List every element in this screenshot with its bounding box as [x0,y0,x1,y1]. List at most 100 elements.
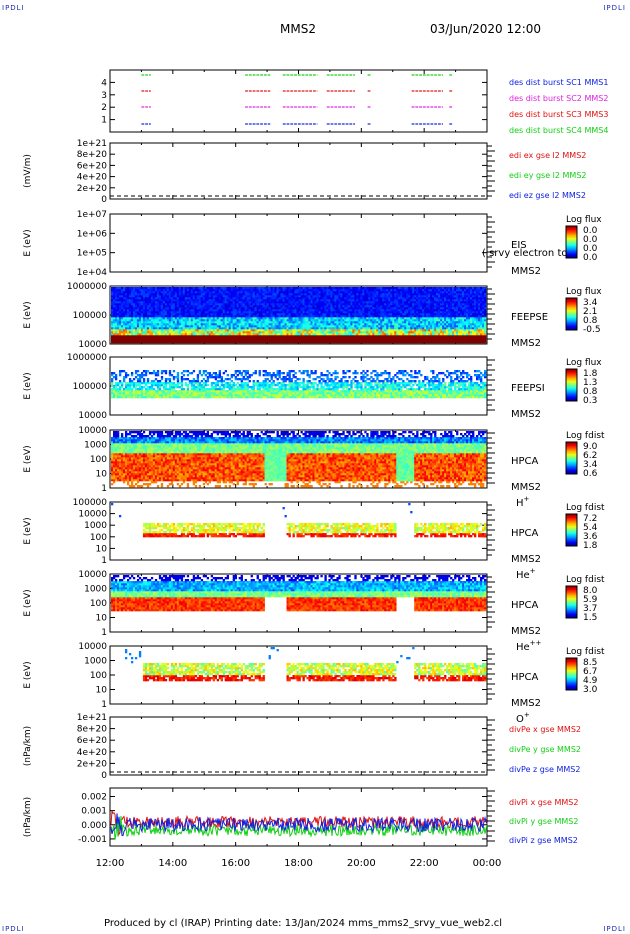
legend-label: des dist burst SC2 MMS2 [509,94,608,103]
y-tick-label: 0 [101,771,107,781]
y-tick-label: 100000 [73,311,108,321]
species-label: He+ [516,567,536,581]
y-tick-label: 3 [101,91,107,101]
colorbar-title: Log fdist [566,647,605,657]
y-axis-label: E (eV) [23,445,33,472]
spacecraft-label: MMS2 [511,409,541,420]
y-tick-label: 1000 [84,441,107,451]
y-tick-label: 100 [90,671,107,681]
y-tick-label: 4e+20 [77,173,108,183]
colorbar-tick: 1.8 [583,541,598,551]
y-tick-label: 6e+20 [77,161,108,171]
y-tick-label: 100 [90,533,107,543]
colorbar [565,225,578,259]
colorbar-tick: -0.5 [583,325,601,335]
panel-frame [109,142,488,200]
colorbar-tick: 3.0 [583,685,598,695]
species-label: H+ [516,495,530,509]
spacecraft-label: MMS2 [511,266,541,277]
y-tick-label: 4e+20 [77,748,108,758]
y-tick-label: 1000 [84,521,107,531]
colorbar-title: Log flux [566,358,602,368]
spacecraft-label: MMS2 [511,482,541,493]
colorbar-tick: 0.6 [583,469,598,479]
date-time: 03/Jun/2020 12:00 [430,22,542,36]
y-tick-label: 1e+06 [77,229,108,239]
y-tick-label: 2 [101,103,107,113]
y-tick-label: 1e+05 [77,249,107,259]
y-tick-label: 0 [101,195,107,205]
colorbar-tick: 5.4 [583,523,598,533]
spacecraft-label: MMS2 [511,626,541,637]
instrument-label: FEEPSI [511,383,545,394]
colorbar-tick: 8.0 [583,586,598,596]
y-tick-label: 1e+07 [77,210,107,220]
x-tick-label: 00:00 [473,858,502,869]
x-tick-label: 22:00 [410,858,439,869]
y-tick-label: 10000 [78,340,107,350]
y-tick-label: 100000 [73,382,108,392]
colorbar-tick: 0.8 [583,387,598,397]
species-label: He++ [516,639,542,653]
panel-frame [109,69,488,133]
legend-label: edi ex gse l2 MMS2 [509,151,586,160]
colorbar-tick: 9.0 [583,442,598,452]
y-tick-label: 1000 [84,657,107,667]
y-tick-label: 10000 [78,510,107,520]
y-tick-label: 1000000 [67,282,107,292]
spectrogram [111,431,487,488]
panel-frame [109,213,488,273]
colorbar-tick: 0.0 [583,235,598,245]
y-tick-label: 10 [96,544,108,554]
colorbar-tick: 6.2 [583,451,597,461]
colorbar-tick: 0.0 [583,253,598,263]
y-tick-label: 1e+21 [77,139,107,149]
y-axis-label: (nPa/km) [23,797,33,837]
y-tick-label: 100000 [73,498,108,508]
colorbar [565,441,578,475]
overlay-label: ( srvy electron to [482,248,567,259]
x-tick-label: 16:00 [221,858,250,869]
legend-label: divPi y gse MMS2 [509,817,578,826]
colorbar-title: Log fdist [566,503,605,513]
colorbar-tick: 3.4 [583,460,598,470]
legend-label: divPe z gse MMS2 [509,765,580,774]
colorbar-tick: 5.9 [583,595,598,605]
y-tick-label: 1 [101,484,107,494]
colorbar [565,657,578,691]
spacecraft-label: MMS2 [511,698,541,709]
y-tick-label: 4 [101,78,107,88]
colorbar-tick: 6.7 [583,667,597,677]
y-tick-label: 1 [101,700,107,710]
y-axis-label: (mV/m) [23,154,33,188]
instrument-label: HPCA [511,672,539,683]
legend-label: edi ey gse l2 MMS2 [509,171,587,180]
colorbar-title: Log flux [566,215,602,225]
x-tick-label: 20:00 [347,858,376,869]
panel-frame [109,716,488,776]
y-tick-label: 1 [101,628,107,638]
colorbar-title: Log fdist [566,431,605,441]
y-tick-label: 1e+21 [77,713,107,723]
species-label: O+ [516,711,530,725]
legend-label: divPi x gse MMS2 [509,798,578,807]
legend-label: des dist burst SC1 MMS1 [509,78,608,87]
instrument-label: HPCA [511,456,539,467]
colorbar-tick: 0.0 [583,244,598,254]
y-axis-label: E (eV) [23,589,33,616]
y-tick-label: 10000 [78,642,107,652]
colorbar [565,585,578,619]
instrument-label: HPCA [511,528,539,539]
y-tick-label: -0.001 [78,835,107,845]
y-tick-label: 1 [101,556,107,566]
colorbar-tick: 7.2 [583,514,597,524]
x-tick-label: 14:00 [158,858,187,869]
y-tick-label: 1 [101,116,107,126]
y-tick-label: 10000 [78,411,107,421]
x-tick-label: 18:00 [284,858,313,869]
legend-label: divPe y gse MMS2 [509,745,581,754]
spacecraft-label: MMS2 [511,338,541,349]
legend-label: des dist burst SC4 MMS4 [509,126,608,135]
legend-label: des dist burst SC3 MMS3 [509,110,608,119]
spectrogram [111,575,487,612]
